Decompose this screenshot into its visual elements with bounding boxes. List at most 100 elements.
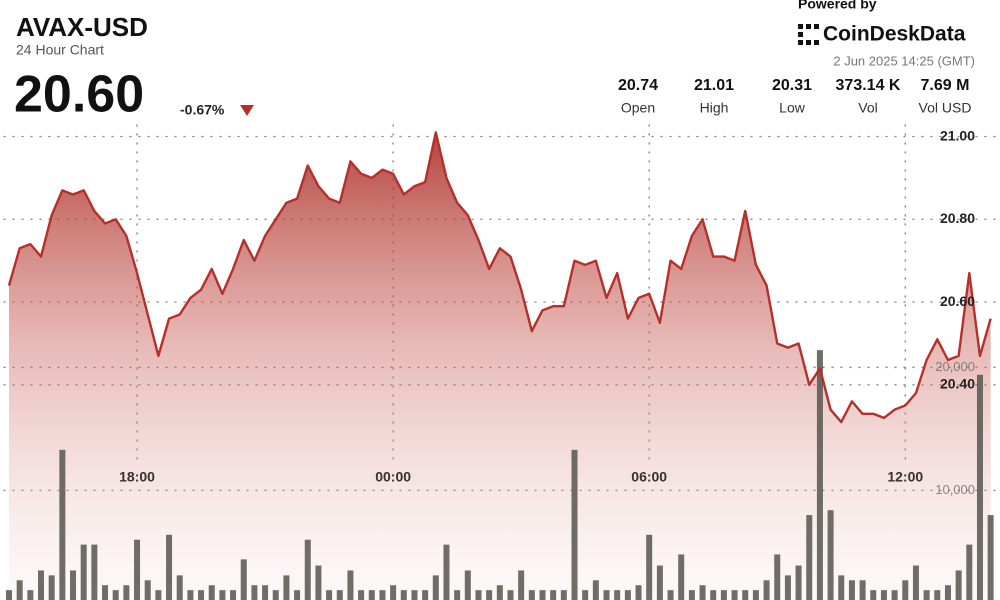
volume-bar <box>891 590 898 600</box>
volume-bar <box>144 580 151 600</box>
volume-bar <box>848 580 855 600</box>
volume-bar <box>347 570 354 600</box>
stat-label: Low <box>779 100 806 116</box>
volume-bar <box>400 590 407 600</box>
volume-bar <box>560 590 567 600</box>
volume-bar <box>646 534 653 600</box>
volume-bar <box>976 374 983 600</box>
volume-bar <box>955 570 962 600</box>
volume-bar <box>838 575 845 600</box>
stat-value: 7.69 M <box>921 77 970 94</box>
stat-value: 373.14 K <box>836 77 901 94</box>
header: AVAX-USD 24 Hour Chart 20.60 -0.67% Powe… <box>14 0 975 124</box>
volume-bar <box>571 449 578 600</box>
volume-bar <box>550 590 557 600</box>
volume-bar <box>123 585 130 600</box>
volume-bar <box>475 590 482 600</box>
volume-bar <box>486 590 493 600</box>
volume-bar <box>6 590 12 600</box>
subtitle: 24 Hour Chart <box>16 42 104 58</box>
volume-bar <box>59 449 66 600</box>
volume-bar <box>336 590 343 600</box>
stats: 20.74 Open 21.01 High 20.31 Low 373.14 K Vol 7.6… <box>618 77 971 115</box>
stat-label: Open <box>621 100 655 116</box>
volume-bar <box>763 580 770 600</box>
volume-bar <box>208 585 215 600</box>
volume-bar <box>987 515 994 600</box>
volume-bar <box>880 590 887 600</box>
volume-bar <box>155 590 162 600</box>
volume-bar <box>731 590 738 600</box>
powered-by: Powered by <box>798 0 877 12</box>
volume-bar <box>91 544 98 600</box>
plot-area: 20,000 10,000 21.00 20.80 20.60 20.40 18:00 00:… <box>3 124 1000 600</box>
volume-bar <box>315 565 322 600</box>
volume-bar <box>368 590 375 600</box>
volume-bar <box>784 575 791 600</box>
volume-bar <box>923 590 930 600</box>
volume-bar <box>454 590 461 600</box>
volume-bar <box>219 590 226 600</box>
down-arrow <box>240 105 254 116</box>
volume-bar <box>251 585 258 600</box>
volume-bar <box>240 559 247 600</box>
x-tick-label: 18:00 <box>119 469 155 485</box>
brand-logo <box>798 24 819 45</box>
volume-bar <box>624 590 631 600</box>
volume-bar <box>464 570 471 600</box>
volume-bar <box>198 590 205 600</box>
volume-bar <box>592 580 599 600</box>
volume-bar <box>859 580 866 600</box>
volume-bar <box>390 585 397 600</box>
volume-bar <box>710 590 717 600</box>
volume-bar <box>294 590 301 600</box>
volume-bar <box>496 585 503 600</box>
y-tick-label: 20.60 <box>940 293 975 309</box>
y-tick-label: 20.40 <box>940 376 975 392</box>
volume-bar <box>70 570 77 600</box>
volume-bar <box>102 585 109 600</box>
volume-bar <box>795 565 802 600</box>
volume-bar <box>272 590 279 600</box>
volume-bar <box>678 554 685 600</box>
volume-bar <box>667 590 674 600</box>
volume-bar <box>230 590 237 600</box>
stat-value: 20.31 <box>772 77 812 94</box>
change: -0.67% <box>180 102 225 118</box>
volume-bar <box>742 590 749 600</box>
volume-bar <box>635 585 642 600</box>
volume-bar <box>688 590 695 600</box>
price-line <box>7 131 992 424</box>
y2-tick-label: 10,000 <box>935 482 975 497</box>
volume-bar <box>944 585 951 600</box>
volume-bar <box>603 590 610 600</box>
volume-bar <box>507 590 514 600</box>
volume-bar <box>582 590 589 600</box>
volume-bar <box>166 534 173 600</box>
volume-bar <box>806 515 813 600</box>
volume-bar <box>443 544 450 600</box>
volume-bar <box>134 539 141 600</box>
volume-bar <box>720 590 727 600</box>
y2-tick-label: 20,000 <box>935 359 975 374</box>
volume-bar <box>966 544 973 600</box>
volume-bar <box>283 575 290 600</box>
volume-bar <box>358 590 365 600</box>
stat-value: 21.01 <box>694 77 734 94</box>
stat-label: High <box>700 100 729 116</box>
volume-bar <box>187 590 194 600</box>
volume-bar <box>752 590 759 600</box>
volume-bar <box>48 575 55 600</box>
timestamp: 2 Jun 2025 14:25 (GMT) <box>833 53 975 68</box>
x-tick-label: 00:00 <box>375 469 411 485</box>
stat-value: 20.74 <box>618 77 658 94</box>
volume-bar <box>539 590 546 600</box>
volume-bar <box>379 590 386 600</box>
price: 20.60 <box>14 66 144 124</box>
volume-bar <box>902 580 909 600</box>
volume-bar <box>528 590 535 600</box>
volume-bar <box>112 590 119 600</box>
title: AVAX-USD <box>16 12 148 42</box>
